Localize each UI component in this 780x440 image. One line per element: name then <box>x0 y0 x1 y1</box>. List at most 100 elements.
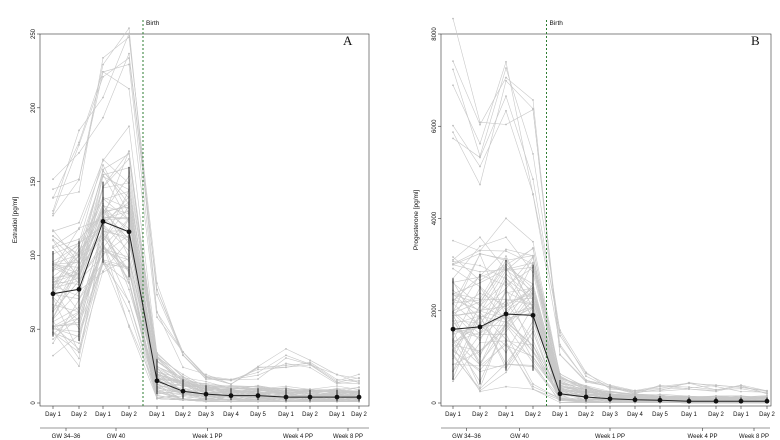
subject-trajectory <box>452 61 768 394</box>
subject-point <box>52 245 54 248</box>
subject-point <box>52 214 54 217</box>
panel-b-y-axis-label: Progesterone [pg/ml] <box>413 190 420 251</box>
subject-point <box>766 390 768 392</box>
subject-point <box>358 377 360 380</box>
subject-trajectory <box>452 269 768 401</box>
subject-point <box>309 361 311 363</box>
subject-trajectory <box>52 218 360 401</box>
subject-point <box>285 366 287 369</box>
mean-point <box>607 396 613 402</box>
subject-point <box>559 354 561 356</box>
mean-point <box>557 391 563 397</box>
subject-point <box>102 158 104 161</box>
subject-point <box>532 240 534 243</box>
subject-point <box>156 356 158 359</box>
panel-b-plot-frame <box>440 33 772 407</box>
subject-point <box>505 61 507 63</box>
subject-trajectory <box>52 33 360 383</box>
subject-point <box>182 354 184 357</box>
y-tick-label: 250 <box>31 28 37 39</box>
subject-point <box>285 357 287 359</box>
subject-point <box>52 235 54 238</box>
subject-point <box>336 382 338 385</box>
x-tick-label: Day 3 <box>198 412 214 418</box>
subject-point <box>78 365 80 367</box>
subject-point <box>479 142 481 145</box>
group-label: GW 34–36 <box>52 434 81 440</box>
subject-point <box>609 386 611 389</box>
subject-point <box>585 375 587 378</box>
y-tick-label: 150 <box>31 176 37 187</box>
x-tick-label: Day 2 <box>472 412 488 418</box>
subject-point <box>309 359 311 362</box>
group-label: GW 40 <box>510 434 529 440</box>
x-tick-label: Day 2 <box>121 412 137 418</box>
x-tick-label: Day 1 <box>149 412 165 418</box>
subject-point <box>505 236 507 239</box>
subject-point <box>688 382 690 385</box>
subject-point <box>102 270 104 273</box>
panel-a-y-axis: 0 50 100 150 200 250 <box>31 28 40 405</box>
subject-point <box>609 388 611 390</box>
subject-point <box>78 342 80 345</box>
subject-point <box>634 393 636 395</box>
panel-a-x-axis: Day 1 Day 2 Day 1 Day 2 Day 1 Day 2 Day 3 Day 4… <box>45 406 367 418</box>
subject-point <box>479 183 481 186</box>
x-tick-label: Day 1 <box>45 412 61 418</box>
subject-trajectory <box>452 256 768 402</box>
group-label: Week 4 PP <box>688 434 718 440</box>
y-tick-label: 0 <box>432 401 438 405</box>
subject-point <box>452 239 454 242</box>
subject-point <box>52 178 54 181</box>
subject-point <box>257 374 259 377</box>
panel-a-plot-frame <box>39 33 370 407</box>
y-tick-label: 2000 <box>432 303 438 317</box>
y-tick-label: 100 <box>31 250 37 261</box>
subject-point <box>479 390 481 393</box>
x-tick-label: Day 2 <box>708 412 724 418</box>
subject-point <box>505 257 507 260</box>
subject-trajectory <box>52 57 360 385</box>
y-tick-label: 50 <box>31 325 37 332</box>
subject-point <box>102 96 104 99</box>
subject-point <box>309 366 311 369</box>
subject-trajectory <box>452 261 768 400</box>
x-tick-label: Day 1 <box>498 412 514 418</box>
subject-point <box>559 329 561 332</box>
subject-trajectory <box>52 189 360 401</box>
subject-point <box>128 300 130 303</box>
mean-point <box>713 398 719 404</box>
subject-point <box>659 384 661 387</box>
x-tick-label: Day 2 <box>351 412 367 418</box>
subject-point <box>336 373 338 376</box>
subject-point <box>479 123 481 126</box>
subject-point <box>52 229 54 232</box>
subject-trajectory <box>52 258 360 402</box>
subject-point <box>452 131 454 134</box>
subject-point <box>128 87 130 90</box>
subject-point <box>52 338 54 340</box>
x-tick-label: Day 4 <box>223 412 239 418</box>
subject-point <box>479 156 481 159</box>
x-tick-label: Day 5 <box>652 412 668 418</box>
subject-point <box>659 385 661 388</box>
subject-point <box>52 209 54 212</box>
x-tick-label: Day 2 <box>759 412 775 418</box>
subject-point <box>102 63 104 66</box>
subject-point <box>479 252 481 255</box>
subject-point <box>479 245 481 248</box>
subject-point <box>156 293 158 296</box>
y-tick-label: 0 <box>31 401 37 405</box>
subject-point <box>659 390 661 393</box>
subject-point <box>532 178 534 181</box>
panel-b-group-axis: GW 34–36 GW 40 Week 1 PP Week 4 PP Week 8 PP <box>441 427 770 440</box>
x-tick-label: Day 1 <box>95 412 111 418</box>
subject-point <box>532 388 534 391</box>
subject-point <box>559 334 561 337</box>
subject-trajectory <box>452 277 768 403</box>
subject-point <box>740 390 742 393</box>
panel-a-individual-trajectories <box>52 27 360 403</box>
panel-b-mean-points <box>450 311 770 404</box>
subject-point <box>257 385 259 388</box>
subject-point <box>532 254 534 257</box>
